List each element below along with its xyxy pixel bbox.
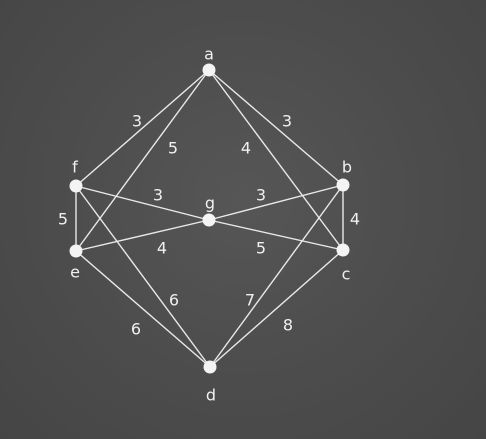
weight-label-c-d: 8 <box>283 316 293 335</box>
edge-e-d <box>75 250 211 368</box>
weight-label-a-b: 3 <box>282 112 292 131</box>
weight-label-b-c: 4 <box>350 210 360 229</box>
weight-label-a-e: 5 <box>168 139 178 158</box>
weight-label-f-d: 6 <box>169 291 179 310</box>
node-b <box>336 178 350 192</box>
weight-label-f-e: 5 <box>58 210 68 229</box>
node-label-g: g <box>205 194 215 213</box>
node-g <box>202 213 216 227</box>
weight-label-g-c: 5 <box>256 239 266 258</box>
node-label-f: f <box>72 158 78 177</box>
node-f <box>69 179 83 193</box>
node-d <box>203 360 217 374</box>
edge-e-g <box>75 219 210 252</box>
node-e <box>69 244 83 258</box>
node-label-e: e <box>70 263 80 282</box>
weight-label-b-d: 7 <box>245 291 255 310</box>
edge-a-e <box>75 69 210 252</box>
weight-label-g-b: 3 <box>256 186 266 205</box>
edge-c-d <box>209 249 344 368</box>
node-label-a: a <box>204 45 214 64</box>
node-label-c: c <box>342 265 351 284</box>
edge-a-f <box>75 69 210 187</box>
edge-b-d <box>209 184 344 368</box>
edge-g-c <box>208 219 344 251</box>
weight-label-a-f: 3 <box>132 112 142 131</box>
node-c <box>336 243 350 257</box>
node-label-b: b <box>342 158 352 177</box>
node-label-d: d <box>206 386 216 405</box>
edge-f-d <box>75 185 211 368</box>
weight-label-a-c: 4 <box>241 139 251 158</box>
edge-a-b <box>208 69 344 186</box>
weight-label-e-g: 4 <box>157 239 167 258</box>
node-a <box>202 63 216 77</box>
edge-g-b <box>208 184 344 221</box>
weight-label-e-d: 6 <box>131 320 141 339</box>
edge-f-g <box>75 185 210 221</box>
edge-a-c <box>208 69 344 251</box>
weight-label-f-g: 3 <box>153 186 163 205</box>
